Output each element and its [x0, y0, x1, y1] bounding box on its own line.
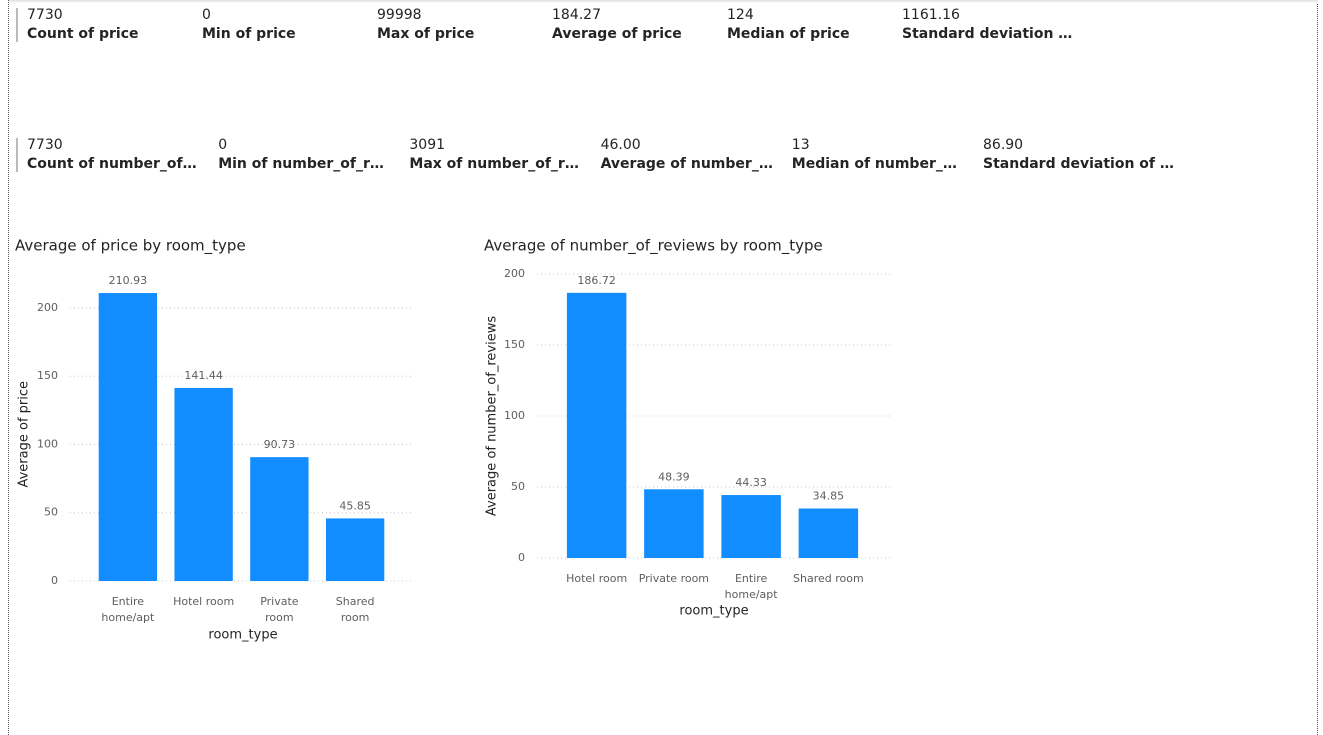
- bar: [325, 518, 385, 581]
- y-tick-label: 100: [504, 409, 525, 422]
- y-tick-label: 50: [44, 506, 58, 519]
- x-axis-label: room_type: [679, 604, 748, 619]
- card-value: 3091: [409, 137, 446, 153]
- y-axis-label: Average of price: [17, 381, 32, 488]
- kpi-card: 7730 Count of number_of…: [27, 137, 197, 172]
- x-tick-label: Shared room: [793, 572, 864, 585]
- y-tick-label: 200: [504, 267, 525, 280]
- bar: [721, 495, 781, 558]
- card-divider: [16, 8, 18, 42]
- card-label: Median of number_…: [791, 156, 957, 172]
- kpi-card: 0 Min of price: [202, 7, 296, 42]
- x-tick-label: Entire home/apt: [101, 595, 155, 624]
- kpi-card: 0 Min of number_of_r…: [218, 137, 384, 172]
- card-label: Min of price: [202, 26, 296, 42]
- card-label: Average of price: [552, 26, 682, 42]
- data-label: 186.72: [577, 274, 616, 287]
- card-label: Min of number_of_r…: [218, 156, 384, 172]
- x-tick-label: Private room: [260, 595, 299, 624]
- card-value: 99998: [377, 7, 422, 23]
- y-tick-label: 200: [37, 301, 58, 314]
- kpi-card: 3091 Max of number_of_r…: [409, 137, 578, 172]
- data-label: 141.44: [184, 369, 223, 382]
- card-value: 124: [727, 7, 754, 23]
- card-value: 1161.16: [902, 7, 960, 23]
- top-shadow: [9, 0, 1318, 3]
- x-tick-label: Private room: [639, 572, 709, 585]
- chart-title: Average of number_of_reviews by room_typ…: [484, 237, 823, 256]
- chart-title: Average of price by room_type: [15, 237, 246, 256]
- data-label: 45.85: [339, 499, 371, 512]
- data-label: 48.39: [658, 470, 690, 483]
- y-tick-label: 150: [504, 338, 525, 351]
- card-label: Standard deviation of …: [983, 156, 1174, 172]
- kpi-card: 86.90 Standard deviation of …: [983, 137, 1174, 172]
- kpi-card: 1161.16 Standard deviation …: [902, 7, 1072, 42]
- card-label: Count of price: [27, 26, 139, 42]
- kpi-card: 7730 Count of price: [27, 7, 139, 42]
- card-label: Count of number_of…: [27, 156, 197, 172]
- x-tick-label: Hotel room: [566, 572, 627, 585]
- y-axis-label: Average of number_of_reviews: [485, 316, 500, 516]
- kpi-card: 13 Median of number_…: [792, 137, 957, 172]
- card-value: 184.27: [552, 7, 601, 23]
- canvas-border: [8, 0, 1318, 735]
- kpi-card: 124 Median of price: [727, 7, 850, 42]
- card-value: 13: [791, 137, 810, 153]
- bar: [798, 508, 859, 558]
- x-tick-label: Hotel room: [173, 595, 234, 608]
- card-label: Max of price: [377, 26, 475, 42]
- bar: [174, 387, 233, 581]
- y-tick-label: 150: [37, 369, 58, 382]
- y-tick-label: 0: [518, 551, 525, 564]
- x-axis-label: room_type: [208, 628, 277, 643]
- card-label: Max of number_of_r…: [409, 156, 579, 172]
- data-label: 34.85: [813, 490, 845, 503]
- x-tick-label: Shared room: [336, 595, 375, 624]
- data-label: 44.33: [735, 476, 767, 489]
- y-tick-label: 0: [51, 574, 58, 587]
- card-value: 0: [218, 137, 228, 153]
- card-value: 0: [202, 7, 211, 23]
- bar: [98, 293, 158, 581]
- card-value: 86.90: [983, 137, 1024, 153]
- kpi-card: 184.27 Average of price: [552, 7, 682, 42]
- card-label: Standard deviation …: [902, 26, 1073, 42]
- y-tick-label: 50: [511, 480, 525, 493]
- data-label: 90.73: [264, 438, 296, 451]
- bar: [250, 457, 309, 581]
- kpi-card: 99998 Max of price: [377, 7, 474, 42]
- card-value: 7730: [27, 7, 63, 23]
- card-value: 46.00: [600, 137, 641, 153]
- x-tick-label: Entire home/apt: [725, 572, 779, 601]
- data-label: 210.93: [109, 274, 148, 287]
- kpi-card: 46.00 Average of number_…: [601, 137, 773, 172]
- bar: [566, 292, 627, 558]
- card-divider: [16, 138, 18, 172]
- bar: [644, 489, 704, 558]
- card-label: Median of price: [727, 26, 850, 42]
- y-tick-label: 100: [37, 437, 58, 450]
- card-value: 7730: [27, 137, 63, 153]
- card-label: Average of number_…: [600, 156, 773, 172]
